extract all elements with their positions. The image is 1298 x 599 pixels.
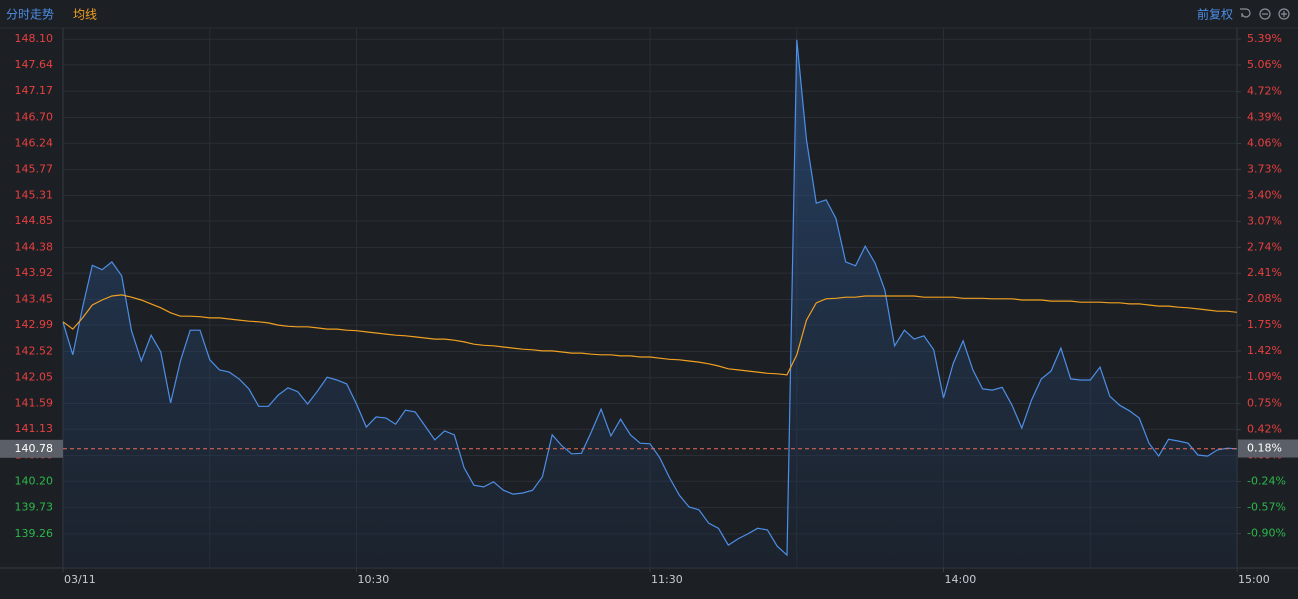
y-tick-label: 146.70 bbox=[15, 111, 54, 124]
y2-tick-label: 4.72% bbox=[1247, 85, 1282, 98]
x-tick-label: 11:30 bbox=[651, 573, 683, 586]
y2-tick-label: -0.90% bbox=[1247, 526, 1286, 539]
y-tick-label: 139.26 bbox=[15, 527, 54, 540]
y2-tick-label: 1.09% bbox=[1247, 370, 1282, 383]
y-tick-label: 145.77 bbox=[15, 163, 54, 176]
chart-title[interactable]: 分时走势 bbox=[6, 8, 54, 22]
y2-tick-label: -0.57% bbox=[1247, 500, 1286, 513]
adjust-mode[interactable]: 前复权 bbox=[1197, 7, 1233, 22]
legend-entry: 均线 bbox=[73, 8, 97, 22]
y-tick-label: 139.73 bbox=[15, 501, 54, 514]
y2-tick-label: 5.39% bbox=[1247, 32, 1282, 45]
zoom-in-icon[interactable] bbox=[1278, 8, 1290, 20]
y2-tick-label: 4.39% bbox=[1247, 111, 1282, 124]
y2-tick-label: 2.74% bbox=[1247, 240, 1282, 253]
y2-tick-label: 5.06% bbox=[1247, 58, 1282, 71]
reset-icon[interactable] bbox=[1240, 8, 1251, 18]
zoom-out-icon[interactable] bbox=[1259, 8, 1271, 20]
y-tick-label: 145.31 bbox=[15, 188, 54, 201]
x-tick-label: 14:00 bbox=[945, 573, 977, 586]
y2-tick-label: -0.24% bbox=[1247, 475, 1286, 488]
last-price-badge bbox=[0, 439, 63, 458]
y-tick-label: 147.64 bbox=[15, 58, 54, 71]
y2-tick-label: 1.75% bbox=[1247, 318, 1282, 331]
y-tick-label: 144.85 bbox=[15, 214, 54, 227]
y-tick-label: 144.38 bbox=[15, 240, 54, 253]
y-tick-label: 143.92 bbox=[15, 266, 54, 279]
y2-tick-label: 0.42% bbox=[1247, 423, 1282, 436]
y2-tick-label: 1.42% bbox=[1247, 344, 1282, 357]
y-tick-label: 148.10 bbox=[15, 32, 54, 45]
y-tick-label: 142.99 bbox=[15, 318, 54, 331]
y-tick-label: 142.52 bbox=[15, 344, 54, 357]
y2-tick-label: 2.41% bbox=[1247, 266, 1282, 279]
y2-tick-label: 2.08% bbox=[1247, 292, 1282, 305]
y-tick-label: 147.17 bbox=[15, 84, 54, 97]
last-price-label: 140.78 bbox=[15, 442, 54, 455]
y2-tick-label: 3.73% bbox=[1247, 162, 1282, 175]
x-tick-label: 10:30 bbox=[358, 573, 390, 586]
y2-tick-label: 4.06% bbox=[1247, 137, 1282, 150]
x-tick-label: 03/11 bbox=[64, 573, 96, 586]
price-area bbox=[63, 39, 1237, 569]
y-tick-label: 143.45 bbox=[15, 292, 54, 305]
last-pct-badge bbox=[1238, 439, 1298, 458]
toolbar-icons bbox=[1240, 8, 1290, 20]
y-tick-label: 141.59 bbox=[15, 396, 54, 409]
y-tick-label: 141.13 bbox=[15, 422, 54, 435]
y-tick-label: 142.05 bbox=[15, 371, 54, 384]
y-tick-label: 146.24 bbox=[15, 136, 54, 149]
y2-tick-label: 0.75% bbox=[1247, 397, 1282, 410]
y2-tick-label: 3.40% bbox=[1247, 188, 1282, 201]
x-tick-label: 15:00 bbox=[1238, 573, 1270, 586]
y2-tick-label: 3.07% bbox=[1247, 214, 1282, 227]
last-pct-label: 0.18% bbox=[1247, 442, 1282, 455]
price-line bbox=[62, 39, 1238, 557]
average-line bbox=[62, 294, 1238, 376]
y-tick-label: 140.20 bbox=[15, 474, 54, 487]
